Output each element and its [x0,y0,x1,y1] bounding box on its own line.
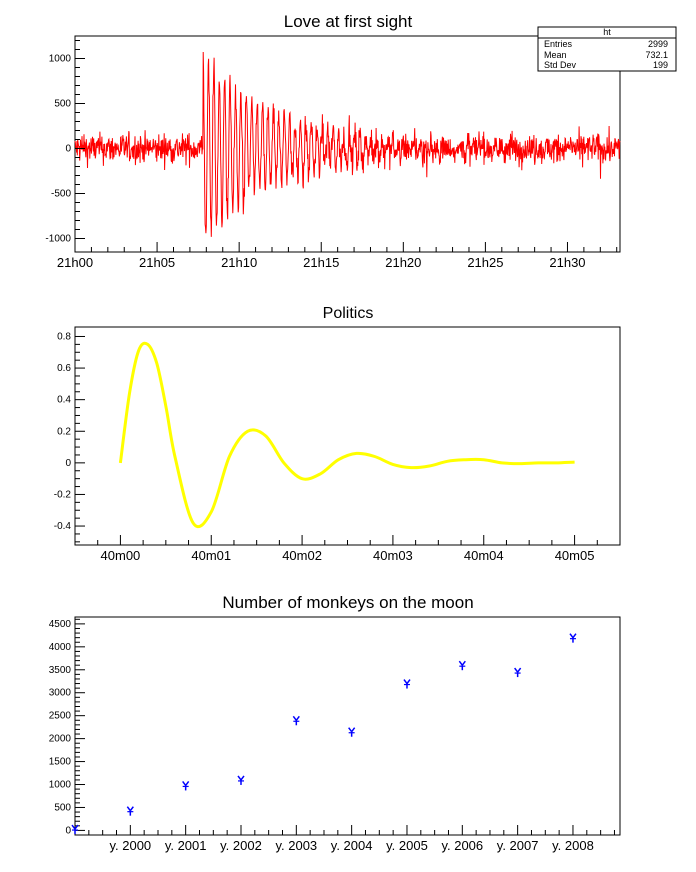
y-tick-label: -0.4 [54,521,72,532]
y-tick-label: 2500 [49,711,72,722]
stats-value-mean: 732.1 [645,50,668,60]
x-tick-label: 21h00 [57,255,93,270]
data-point [237,775,245,785]
politics-line [118,341,575,529]
x-tick-label: 40m01 [191,548,231,563]
y-axis: 0 500 1000 1500 2000 2500 3000 3500 4000 4500 [49,618,85,836]
y-tick-label: 2000 [49,734,72,745]
x-tick-label: 40m03 [373,548,413,563]
y-tick-label: -1000 [45,234,71,245]
x-tick-label: 40m00 [101,548,141,563]
stats-value-stddev: 199 [653,60,668,70]
y-tick-label: 0.6 [57,363,71,374]
y-tick-label: 0 [65,458,71,469]
x-tick-label: 40m02 [282,548,322,563]
y-tick-label: 1000 [49,54,72,65]
stats-box: ht Entries 2999 Mean 732.1 Std Dev 199 [537,26,677,72]
stats-label-entries: Entries [544,39,573,49]
x-tick-label: y. 2005 [386,838,428,853]
y-tick-label: 0 [65,825,71,836]
y-tick-label: 500 [54,99,71,110]
x-tick-label: y. 2000 [109,838,151,853]
stats-label-mean: Mean [544,50,567,60]
y-axis: -0.4 -0.2 0 0.2 0.4 0.6 0.8 [54,331,85,543]
data-point [71,824,79,835]
y-tick-label: 1000 [49,780,72,791]
x-tick-label: y. 2003 [275,838,317,853]
y-tick-label: 4000 [49,642,72,653]
x-tick-label: 21h30 [549,255,585,270]
data-point [569,633,577,643]
data-point [514,667,522,678]
chart-monkeys: Number of monkeys on the moon 0 500 1000 15… [49,593,621,853]
y-tick-label: 0 [65,144,71,155]
chart-title: Number of monkeys on the moon [222,593,473,612]
x-tick-label: y. 2006 [441,838,483,853]
x-tick-label: 21h15 [303,255,339,270]
x-tick-label: y. 2007 [497,838,539,853]
y-tick-label: 1500 [49,757,72,768]
chart-title: Love at first sight [284,12,413,31]
y-tick-label: 0.4 [57,395,71,406]
y-tick-label: 3500 [49,665,72,676]
data-point [182,780,190,791]
x-tick-label: y. 2004 [331,838,373,853]
x-tick-label: y. 2001 [165,838,207,853]
chart-love-at-first-sight: Love at first sight -1000 -500 0 500 1000 21… [45,12,677,270]
data-point [292,715,300,726]
data-points [71,633,577,835]
x-tick-label: y. 2002 [220,838,262,853]
x-axis: 21h00 21h05 21h10 21h15 21h20 21h25 21h30 [57,242,618,270]
x-axis: 40m00 40m01 40m02 40m03 40m04 40m05 [97,535,598,563]
y-tick-label: 500 [54,802,71,813]
plot-frame [74,326,621,546]
data-point [126,806,134,816]
y-tick-label: 4500 [49,619,72,630]
x-tick-label: y. 2008 [552,838,594,853]
stats-label-stddev: Std Dev [544,60,577,70]
data-point [403,679,411,689]
x-tick-label: 21h20 [385,255,421,270]
x-tick-label: 40m05 [555,548,595,563]
y-tick-label: -500 [51,189,71,200]
signal-path [74,51,621,237]
x-tick-label: 21h25 [467,255,503,270]
y-axis: -1000 -500 0 500 1000 [45,40,85,245]
signal-line [74,51,621,237]
y-tick-label: 0.8 [57,331,71,342]
y-tick-label: -0.2 [54,489,72,500]
x-tick-label: 21h05 [139,255,175,270]
y-tick-label: 3000 [49,688,72,699]
y-tick-label: 0.2 [57,426,71,437]
chart-title: Politics [323,305,374,322]
x-tick-label: 21h10 [221,255,257,270]
chart-politics: Politics -0.4-0.200.20.40.60.8 40m00 40m0… [54,305,621,563]
x-axis: y. 2000 y. 2001 y. 2002 y. 2003 y. 2004 y. 20… [88,825,615,853]
data-point [458,660,466,671]
stats-title: ht [603,27,611,37]
data-point [348,727,356,737]
plot-frame [74,616,621,836]
x-tick-label: 40m04 [464,548,504,563]
stats-value-entries: 2999 [648,39,668,49]
